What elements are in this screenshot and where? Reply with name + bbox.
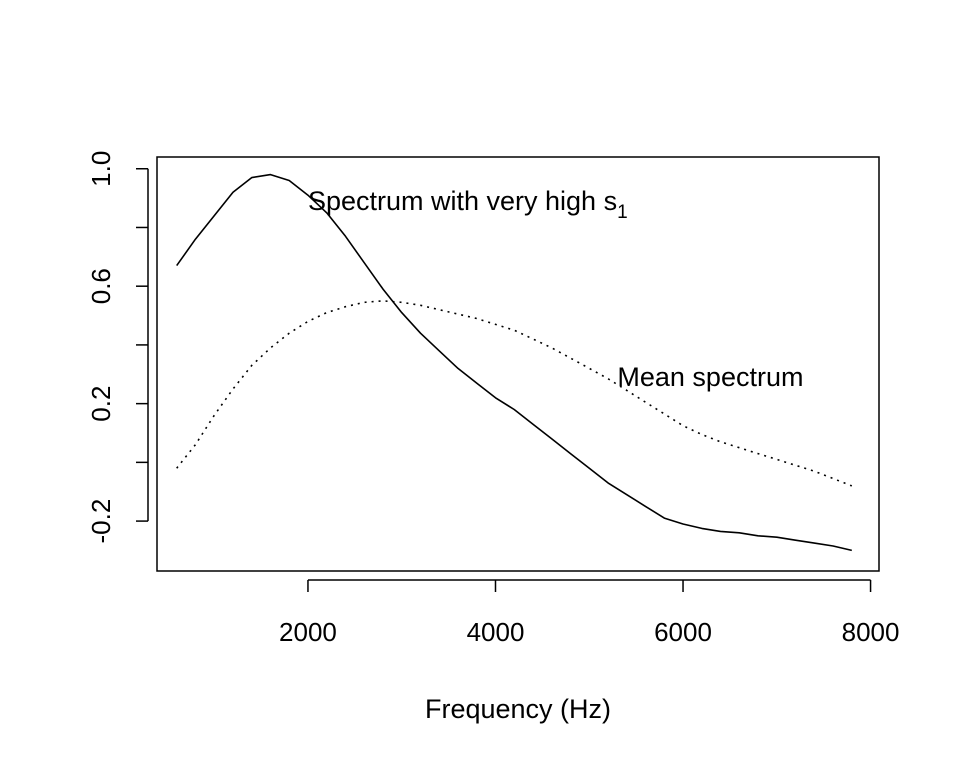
y-tick-label: 0.6 [86,268,116,304]
x-tick-label: 8000 [842,617,900,647]
plot-frame [156,156,880,572]
y-tick-label: 1.0 [86,151,116,187]
x-tick-label: 4000 [467,617,525,647]
mean-spectrum-line [176,300,853,487]
x-tick-label: 6000 [654,617,712,647]
y-tick-label: -0.2 [86,499,116,544]
annotation-layer: Spectrum with very high s1 Mean spectrum [308,186,804,392]
y-axis: -0.2 0.2 0.6 1.0 [86,151,149,544]
x-tick-label: 2000 [279,617,337,647]
spectrum-high-annotation: Spectrum with very high s1 [308,186,628,223]
series-layer [176,173,853,552]
x-axis-title: Frequency (Hz) [425,694,611,724]
x-axis: 2000 4000 6000 8000 [279,579,900,647]
mean-spectrum-annotation: Mean spectrum [617,362,803,392]
y-tick-label: 0.2 [86,386,116,422]
high-s1-spectrum-line [176,173,852,552]
